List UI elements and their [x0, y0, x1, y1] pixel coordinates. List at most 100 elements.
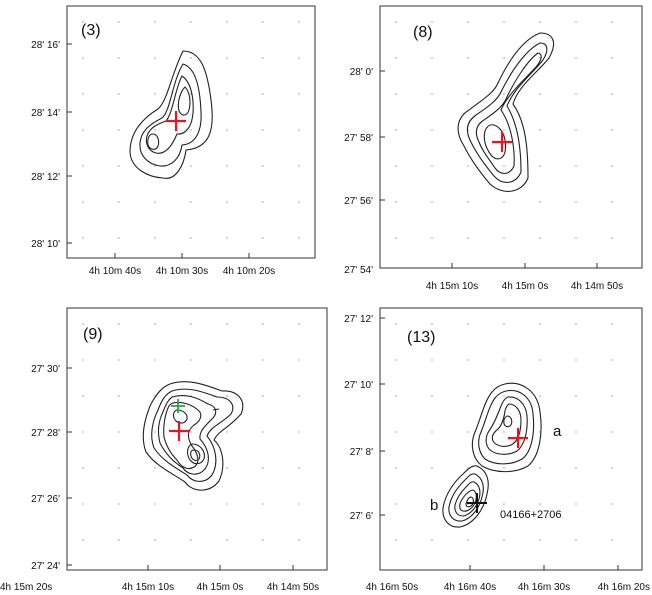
grid-dot [539, 21, 541, 23]
grid-dot [575, 129, 577, 131]
grid-dot [395, 21, 397, 23]
grid-dot [539, 359, 541, 361]
grid-dot [118, 539, 120, 541]
grid-dot [395, 57, 397, 59]
grid-dot [298, 467, 300, 469]
grid-dot [395, 165, 397, 167]
grid-dot [226, 93, 228, 95]
grid-dot [262, 503, 264, 505]
panel-8-grid-dots [395, 21, 613, 239]
panel-3-contour [178, 87, 190, 115]
grid-dot [118, 359, 120, 361]
grid-dot [395, 129, 397, 131]
grid-dot [298, 395, 300, 397]
grid-dot [262, 21, 264, 23]
grid-dot [575, 323, 577, 325]
grid-dot [190, 237, 192, 239]
grid-dot [611, 129, 613, 131]
panel-8-ticks: 28' 0' 27' 58' 27' 56' 27' 54' 4h 15m 10… [344, 67, 623, 292]
panel-3-y-tick: 28' 14' [31, 108, 60, 119]
panel-8-marker-red [492, 132, 512, 152]
grid-dot [190, 21, 192, 23]
grid-dot [82, 323, 84, 325]
grid-dot [431, 129, 433, 131]
panel-13-contour [504, 416, 512, 427]
grid-dot [154, 57, 156, 59]
panel-3-y-tick: 28' 10' [31, 239, 60, 250]
grid-dot [467, 57, 469, 59]
panel-9-y-tick: 27' 26' [31, 494, 60, 505]
grid-dot [82, 129, 84, 131]
panel-13-y-tick: 27' 6' [350, 511, 373, 522]
grid-dot [611, 467, 613, 469]
panel-13-y-tick: 27' 10' [344, 380, 373, 391]
grid-dot [82, 359, 84, 361]
grid-dot [503, 539, 505, 541]
grid-dot [154, 21, 156, 23]
grid-dot [154, 359, 156, 361]
panel-13-y-tick: 27' 12' [344, 314, 373, 325]
grid-dot [298, 503, 300, 505]
grid-dot [431, 237, 433, 239]
grid-dot [431, 431, 433, 433]
panel-8: (8) 28' 0' 27' 58' 27' 56' 27' 54' 4h 15… [344, 6, 642, 292]
grid-dot [503, 237, 505, 239]
grid-dot [82, 467, 84, 469]
grid-dot [611, 359, 613, 361]
panel-9-y-tick: 27' 24' [31, 561, 60, 572]
grid-dot [190, 359, 192, 361]
grid-dot [226, 467, 228, 469]
grid-dot [118, 503, 120, 505]
grid-dot [226, 201, 228, 203]
grid-dot [611, 201, 613, 203]
grid-dot [575, 165, 577, 167]
grid-dot [82, 503, 84, 505]
grid-dot [431, 165, 433, 167]
panel-3-x-tick: 4h 10m 40s [89, 266, 141, 277]
panel-13-x-tick: 4h 16m 40s [444, 582, 496, 593]
grid-dot [298, 165, 300, 167]
panel-3-contour [130, 51, 212, 178]
grid-dot [467, 237, 469, 239]
grid-dot [298, 359, 300, 361]
grid-dot [611, 93, 613, 95]
source-label: 04166+2706 [500, 509, 561, 521]
grid-dot [154, 503, 156, 505]
grid-dot [611, 431, 613, 433]
grid-dot [298, 57, 300, 59]
grid-dot [575, 237, 577, 239]
grid-dot [395, 201, 397, 203]
grid-dot [226, 57, 228, 59]
panel-3-frame [67, 6, 315, 258]
grid-dot [82, 237, 84, 239]
grid-dot [575, 467, 577, 469]
grid-dot [154, 467, 156, 469]
panel-8-contour [467, 43, 546, 182]
grid-dot [431, 395, 433, 397]
grid-dot [431, 323, 433, 325]
grid-dot [118, 57, 120, 59]
grid-dot [262, 93, 264, 95]
grid-dot [262, 165, 264, 167]
panel-13-contours [443, 383, 541, 527]
grid-dot [431, 539, 433, 541]
grid-dot [503, 93, 505, 95]
grid-dot [82, 93, 84, 95]
grid-dot [503, 359, 505, 361]
grid-dot [118, 21, 120, 23]
grid-dot [467, 539, 469, 541]
panel-8-y-tick: 27' 58' [344, 133, 373, 144]
grid-dot [395, 323, 397, 325]
grid-dot [226, 323, 228, 325]
grid-dot [298, 539, 300, 541]
grid-dot [575, 93, 577, 95]
grid-dot [82, 57, 84, 59]
grid-dot [575, 503, 577, 505]
grid-dot [298, 129, 300, 131]
panel-3-contour [148, 134, 159, 149]
grid-dot [467, 359, 469, 361]
grid-dot [395, 237, 397, 239]
grid-dot [262, 359, 264, 361]
panel-9-grid-dots [82, 323, 300, 541]
grid-dot [262, 467, 264, 469]
